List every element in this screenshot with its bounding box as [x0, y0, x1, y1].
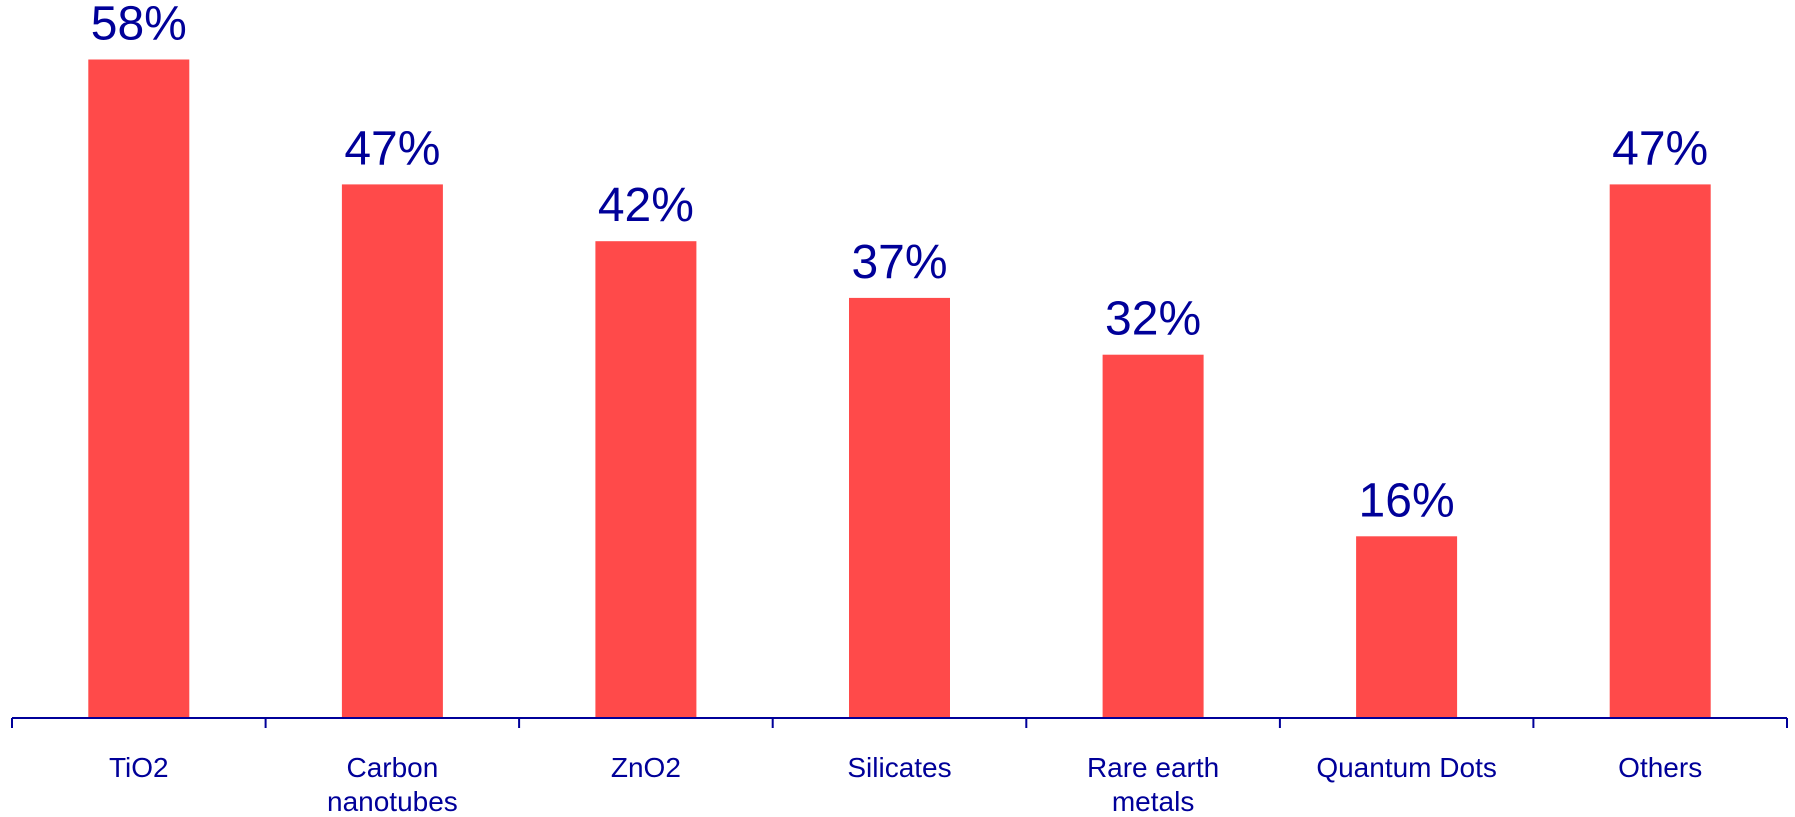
x-tick-label-carbon-nanotubes: Carbon nanotubes: [327, 752, 458, 817]
value-label-rare-earth-metals: 32%: [1105, 293, 1201, 346]
x-tick-label-line: ZnO2: [611, 752, 681, 783]
x-tick-label-rare-earth-metals: Rare earth metals: [1087, 752, 1219, 817]
x-tick-label-zno2: ZnO2: [611, 752, 681, 783]
x-tick-label-tio2: TiO2: [109, 752, 169, 783]
bar-tio2: [88, 59, 190, 718]
x-tick-label-silicates: Silicates: [847, 752, 951, 783]
bar-others: [1609, 184, 1711, 718]
x-tick-label-line: metals: [1112, 786, 1194, 817]
x-tick-labels-group: TiO2 Carbon nanotubes ZnO2 Silicates Rare ear…: [109, 752, 1702, 817]
x-tick-label-quantum-dots: Quantum Dots: [1316, 752, 1497, 783]
value-labels-group: 58% 47% 42% 37% 32% 16% 47%: [91, 0, 1708, 527]
value-label-silicates: 37%: [851, 236, 947, 289]
x-tick-label-line: Quantum Dots: [1316, 752, 1497, 783]
x-tick-label-others: Others: [1618, 752, 1702, 783]
bar-rare-earth-metals: [1102, 354, 1204, 718]
x-tick-label-line: Rare earth: [1087, 752, 1219, 783]
bar-carbon-nanotubes: [341, 184, 443, 718]
x-tick-label-line: Others: [1618, 752, 1702, 783]
x-tick-label-line: Carbon: [346, 752, 438, 783]
x-tick-label-line: Silicates: [847, 752, 951, 783]
bar-silicates: [849, 297, 950, 718]
bar-zno2: [595, 241, 697, 718]
bar-quantum-dots: [1356, 536, 1458, 718]
value-label-quantum-dots: 16%: [1359, 474, 1455, 527]
value-label-others: 47%: [1612, 122, 1708, 175]
value-label-carbon-nanotubes: 47%: [344, 122, 440, 175]
value-label-zno2: 42%: [598, 179, 694, 232]
x-tick-label-line: TiO2: [109, 752, 169, 783]
x-axis: [11, 717, 1788, 728]
value-label-tio2: 58%: [91, 0, 187, 51]
x-tick-label-line: nanotubes: [327, 786, 458, 817]
bars-group: [88, 59, 1711, 718]
